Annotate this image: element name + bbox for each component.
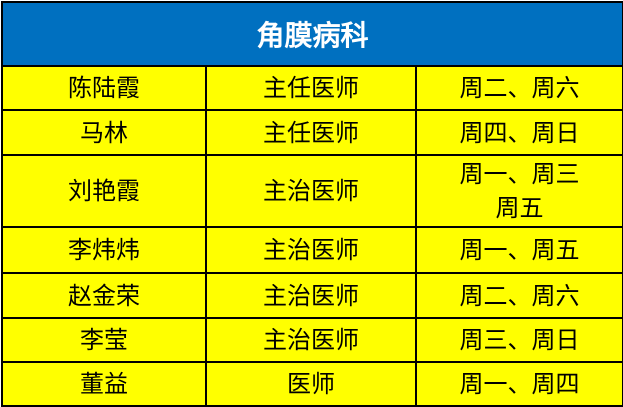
schedule-line: 周三、周日 <box>459 326 580 354</box>
schedule-line: 周二、周六 <box>459 74 580 102</box>
doctor-title: 主治医师 <box>205 226 417 274</box>
doctor-title: 主任医师 <box>205 109 417 156</box>
table-row: 赵金荣 主治医师 周二、周六 <box>1 272 623 319</box>
table-title: 角膜病科 <box>0 1 623 67</box>
schedule-cell: 周一、周五 <box>414 226 623 274</box>
doctor-name: 董益 <box>1 361 207 407</box>
schedule-cell: 周三、周日 <box>414 317 623 363</box>
doctor-title: 主治医师 <box>205 154 417 228</box>
schedule-line: 周一、周四 <box>459 370 580 398</box>
schedule-line: 周二、周六 <box>459 281 580 310</box>
doctor-name: 马林 <box>1 109 207 156</box>
schedule-cell: 周一、周三 周五 <box>414 154 623 228</box>
table-row: 陈陆霞 主任医师 周二、周六 <box>1 65 623 111</box>
schedule-cell: 周二、周六 <box>414 65 623 111</box>
doctor-title: 主任医师 <box>205 65 417 111</box>
schedule-cell: 周一、周四 <box>414 361 623 407</box>
doctor-title: 医师 <box>205 361 417 407</box>
table-row: 马林 主任医师 周四、周日 <box>1 109 623 156</box>
doctor-title: 主治医师 <box>205 272 417 319</box>
doctor-title: 主治医师 <box>205 317 417 363</box>
table-row: 李炜炜 主治医师 周一、周五 <box>1 226 623 274</box>
schedule-line: 周一、周三 <box>459 160 580 188</box>
schedule-line: 周五 <box>495 194 544 222</box>
table-row: 刘艳霞 主治医师 周一、周三 周五 <box>1 154 623 228</box>
table-row: 李莹 主治医师 周三、周日 <box>1 317 623 363</box>
schedule-cell: 周二、周六 <box>414 272 623 319</box>
doctor-name: 李炜炜 <box>1 226 207 274</box>
schedule-line: 周四、周日 <box>459 118 580 147</box>
schedule-line: 周一、周五 <box>459 236 580 264</box>
doctor-name: 赵金荣 <box>1 272 207 319</box>
doctor-name: 刘艳霞 <box>1 154 207 228</box>
table-row: 董益 医师 周一、周四 <box>1 361 623 407</box>
schedule-cell: 周四、周日 <box>414 109 623 156</box>
doctor-name: 李莹 <box>1 317 207 363</box>
doctor-name: 陈陆霞 <box>1 65 207 111</box>
